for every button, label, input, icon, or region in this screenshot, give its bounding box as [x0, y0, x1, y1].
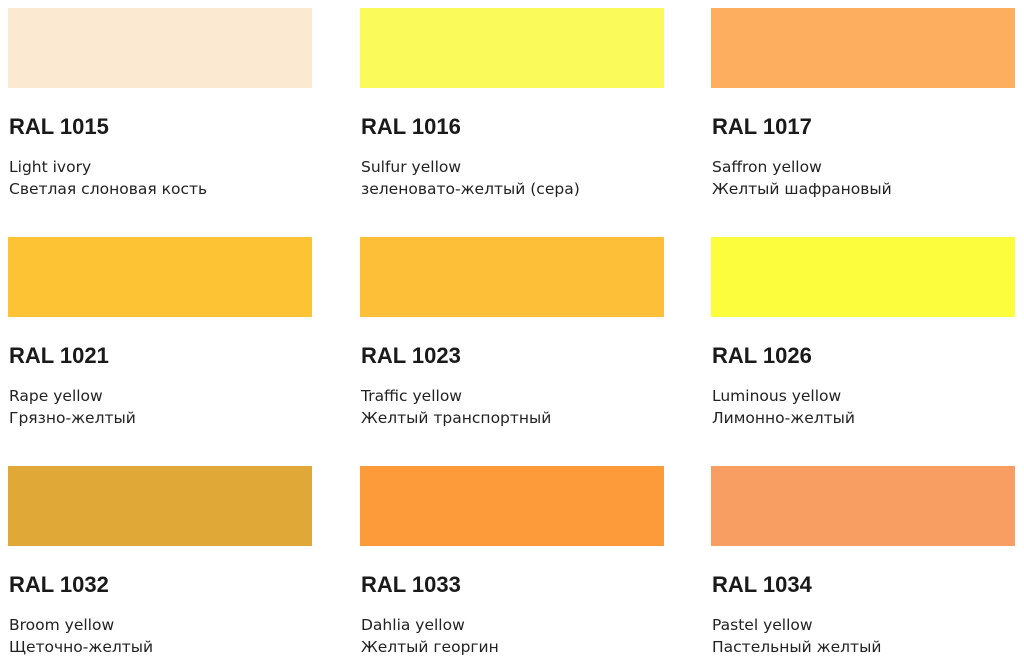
- color-code: RAL 1023: [361, 343, 461, 368]
- color-swatch: [360, 237, 664, 317]
- color-name-ru: зеленовато-желтый (сера): [361, 180, 580, 198]
- color-code: RAL 1034: [712, 572, 812, 597]
- color-name-en: Saffron yellow: [712, 158, 822, 176]
- color-name-en: Pastel yellow: [712, 616, 813, 634]
- color-code: RAL 1017: [712, 114, 812, 139]
- color-code: RAL 1026: [712, 343, 812, 368]
- color-swatch: [360, 8, 664, 88]
- color-swatch: [360, 466, 664, 546]
- color-code: RAL 1032: [9, 572, 109, 597]
- color-swatch: [711, 8, 1015, 88]
- color-name-en: Broom yellow: [9, 616, 115, 634]
- color-code: RAL 1015: [9, 114, 109, 139]
- color-swatch: [711, 237, 1015, 317]
- color-name-ru: Светлая слоновая кость: [9, 180, 208, 198]
- color-name-en: Traffic yellow: [361, 387, 462, 405]
- color-name-en: Dahlia yellow: [361, 616, 465, 634]
- color-name-ru: Желтый транспортный: [361, 409, 552, 427]
- color-code: RAL 1021: [9, 343, 109, 368]
- color-code: RAL 1016: [361, 114, 461, 139]
- color-swatch: [8, 237, 312, 317]
- color-name-ru: Лимонно-желтый: [712, 409, 855, 427]
- color-swatch: [8, 466, 312, 546]
- color-name-ru: Желтый шафрановый: [712, 180, 892, 198]
- color-name-en: Luminous yellow: [712, 387, 842, 405]
- color-name-en: Sulfur yellow: [361, 158, 462, 176]
- color-name-ru: Пастельный желтый: [712, 638, 882, 656]
- color-name-ru: Желтый георгин: [361, 638, 499, 656]
- color-code: RAL 1033: [361, 572, 461, 597]
- color-name-en: Light ivory: [9, 158, 92, 176]
- color-swatch: [8, 8, 312, 88]
- color-name-en: Rape yellow: [9, 387, 103, 405]
- color-name-ru: Щеточно-желтый: [9, 638, 154, 656]
- color-swatch: [711, 466, 1015, 546]
- color-name-ru: Грязно-желтый: [9, 409, 136, 427]
